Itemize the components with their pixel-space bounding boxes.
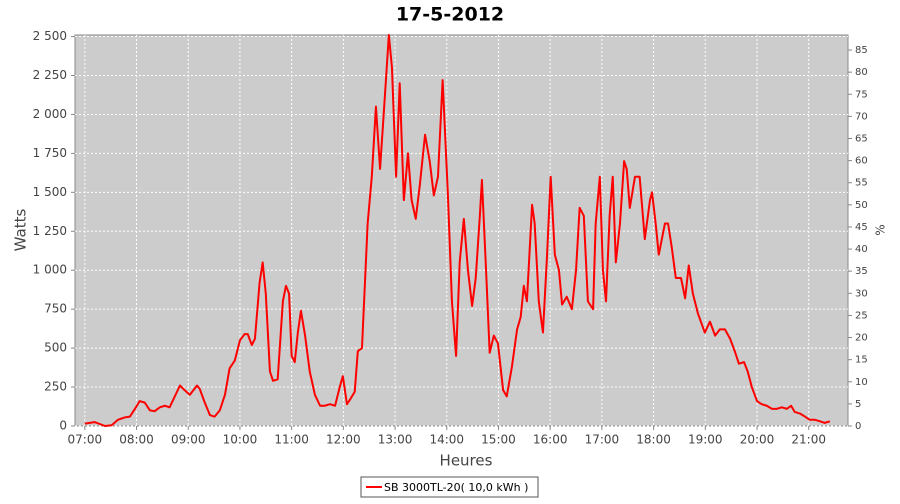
y-axis-label: Watts [12, 209, 30, 252]
chart-title: 17-5-2012 [396, 4, 504, 26]
legend [360, 476, 539, 498]
y-tick-label: 500 [44, 341, 67, 355]
y-tick-label: 750 [44, 302, 67, 316]
y2-tick-label: 5 [855, 399, 861, 410]
y2-axis-label: % [874, 224, 888, 235]
y-tick-label: 250 [44, 380, 67, 394]
y2-tick-label: 70 [855, 111, 868, 122]
x-tick-label: 07:00 [68, 433, 103, 447]
y-tick-label: 0 [59, 419, 67, 433]
y2-tick-label: 65 [855, 134, 868, 145]
x-tick-label: 19:00 [688, 433, 723, 447]
x-tick-label: 21:00 [791, 433, 826, 447]
x-tick-label: 14:00 [429, 433, 464, 447]
line-series [84, 34, 831, 427]
y2-tick-label: 55 [855, 178, 868, 189]
y2-tick-label: 20 [855, 333, 868, 344]
y-tick-label: 2 500 [33, 29, 67, 43]
x-tick-label: 10:00 [223, 433, 258, 447]
x-tick-label: 09:00 [171, 433, 206, 447]
y-tick-label: 2 250 [33, 68, 67, 82]
x-tick-label: 13:00 [378, 433, 413, 447]
x-axis-label: Heures [440, 452, 493, 470]
x-tick-label: 12:00 [326, 433, 361, 447]
y-tick-label: 2 000 [33, 107, 67, 121]
y2-tick-label: 10 [855, 377, 868, 388]
y2-tick-label: 85 [855, 45, 868, 56]
y-tick-label: 1 250 [33, 224, 67, 238]
x-tick-label: 17:00 [585, 433, 620, 447]
y-tick-label: 1 750 [33, 146, 67, 160]
y2-tick-label: 30 [855, 288, 868, 299]
x-tick-label: 20:00 [740, 433, 775, 447]
y2-tick-label: 35 [855, 266, 868, 277]
y2-tick-label: 45 [855, 222, 868, 233]
y2-tick-label: 60 [855, 156, 868, 167]
y2-tick-label: 80 [855, 67, 868, 78]
legend-label: SB 3000TL-20( 10,0 kWh ) [384, 481, 528, 494]
y2-tick-label: 25 [855, 310, 868, 321]
y2-tick-label: 75 [855, 89, 868, 100]
y-tick-label: 1 500 [33, 185, 67, 199]
x-tick-label: 16:00 [533, 433, 568, 447]
plot-area [74, 34, 849, 427]
x-tick-label: 11:00 [274, 433, 309, 447]
y2-tick-label: 40 [855, 244, 868, 255]
x-tick-label: 08:00 [119, 433, 154, 447]
y2-tick-label: 0 [855, 421, 861, 432]
y2-tick-label: 15 [855, 355, 868, 366]
x-tick-label: 15:00 [481, 433, 516, 447]
x-tick-label: 18:00 [636, 433, 671, 447]
y-tick-label: 1 000 [33, 263, 67, 277]
y2-tick-label: 50 [855, 200, 868, 211]
